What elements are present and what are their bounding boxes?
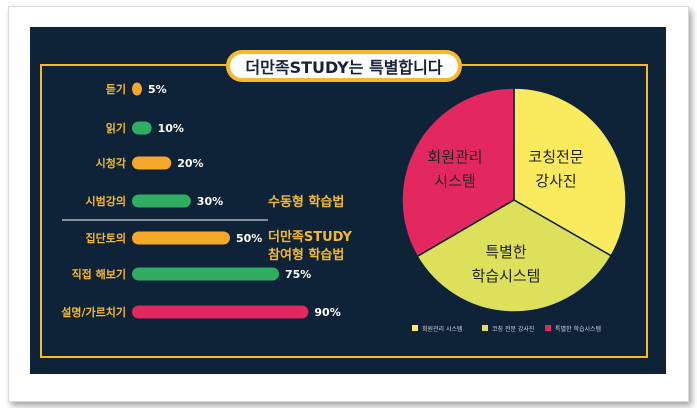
bar-category-label: 시범강의 [86, 194, 126, 208]
bar-value-label: 75% [285, 268, 311, 281]
legend-swatch [412, 325, 418, 331]
legend-label: 코칭 전문 강사진 [492, 325, 534, 333]
pie-slice [513, 87, 627, 257]
legend-label: 회원관리 시스템 [422, 325, 463, 333]
bar [132, 267, 279, 281]
bar [132, 121, 152, 135]
bar-value-label: 20% [177, 157, 203, 170]
frame-line-right [646, 64, 648, 358]
pie-slice [416, 199, 613, 313]
bar-value-label: 30% [197, 195, 223, 208]
pie-slice-label: 강사진 [535, 172, 576, 190]
bar [132, 82, 142, 96]
bar-value-label: 90% [314, 306, 340, 319]
bar-category-label: 시청각 [96, 156, 126, 170]
group-label-passive: 수동형 학습법 [268, 194, 344, 210]
bar-category-label: 직접 해보기 [72, 267, 126, 281]
pie-slice [401, 87, 515, 258]
legend-swatch [482, 325, 488, 331]
legend-label: 특별한 학습시스템 [555, 325, 601, 333]
bar [132, 231, 230, 245]
bar-category-label: 설명/가르치기 [61, 305, 126, 319]
frame-line-left [40, 64, 42, 358]
legend-swatch [545, 325, 551, 331]
bar-category-label: 듣기 [106, 82, 126, 96]
bar [132, 194, 191, 208]
frame-line-bottom [40, 356, 648, 358]
bar-category-label: 집단토의 [86, 231, 126, 245]
group-label-active-line1: 더만족STUDY [268, 229, 353, 245]
pie-slice-label: 회원관리 [427, 148, 482, 166]
pie-slice-label: 코칭전문 [528, 148, 583, 166]
bar-value-label: 50% [236, 232, 262, 245]
bar-value-label: 10% [158, 122, 184, 135]
bar-category-label: 읽기 [106, 121, 126, 135]
bar [132, 305, 309, 319]
bar-value-label: 5% [148, 83, 167, 96]
pie-slice-label: 시스템 [434, 172, 475, 190]
page-title: 더만족STUDY는 특별합니다 [230, 54, 458, 78]
pie-slice-label: 특별한 [485, 243, 527, 261]
pie-slice-label: 학습시스템 [471, 267, 540, 285]
frame-line-top-left [40, 64, 228, 66]
group-label-active-line2: 참여형 학습법 [268, 247, 344, 263]
frame-line-top-right [460, 64, 648, 66]
title-badge: 더만족STUDY는 특별합니다 [226, 50, 462, 82]
bar [132, 156, 172, 170]
